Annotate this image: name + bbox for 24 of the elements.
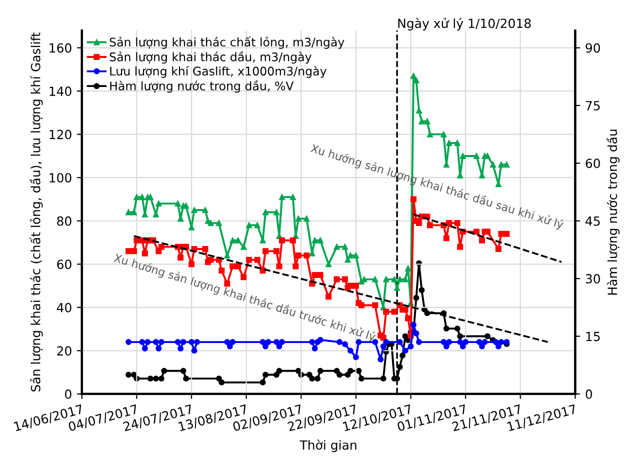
- legend-label: Sản lượng khai thác chất lỏng, m3/ngày: [110, 36, 344, 49]
- ref-line-label: Ngày xử lý 1/10/2018: [398, 18, 531, 30]
- y2-axis-title: Hàm lượng nước trong dầu: [606, 130, 620, 295]
- y-tick-label: 160: [50, 43, 72, 53]
- y2-tick-label: 15: [586, 332, 600, 342]
- y-tick-label: 40: [56, 302, 72, 312]
- y-tick-label: 20: [57, 346, 72, 356]
- legend-label: Sản lượng khai thác dầu, m3/ngày: [110, 51, 312, 64]
- y-axis-title: Sản lượng khai thác (chất lỏng, dầu), lưu lượng khí Gaslift: [30, 32, 43, 392]
- y-tick-label: 0: [65, 389, 72, 399]
- y-tick-label: 100: [50, 173, 72, 183]
- y2-tick-label: 75: [586, 101, 600, 110]
- y-tick-label: 140: [50, 86, 72, 96]
- y2-tick-label: 45: [586, 216, 600, 226]
- y2-tick-label: 0: [586, 389, 592, 399]
- y2-tick-label: 90: [586, 43, 600, 53]
- legend-label: Lưu lượng khí Gaslift, x1000m3/ngày: [110, 66, 326, 78]
- y2-tick-label: 30: [586, 274, 600, 284]
- legend-label: Hàm lượng nước trong dầu, %V: [110, 80, 294, 93]
- x-axis-title: Thời gian: [300, 440, 356, 452]
- y-tick-label: 120: [50, 130, 72, 140]
- y2-tick-label: 60: [586, 158, 600, 168]
- y-tick-label: 80: [57, 216, 72, 226]
- y-tick-label: 60: [57, 260, 72, 270]
